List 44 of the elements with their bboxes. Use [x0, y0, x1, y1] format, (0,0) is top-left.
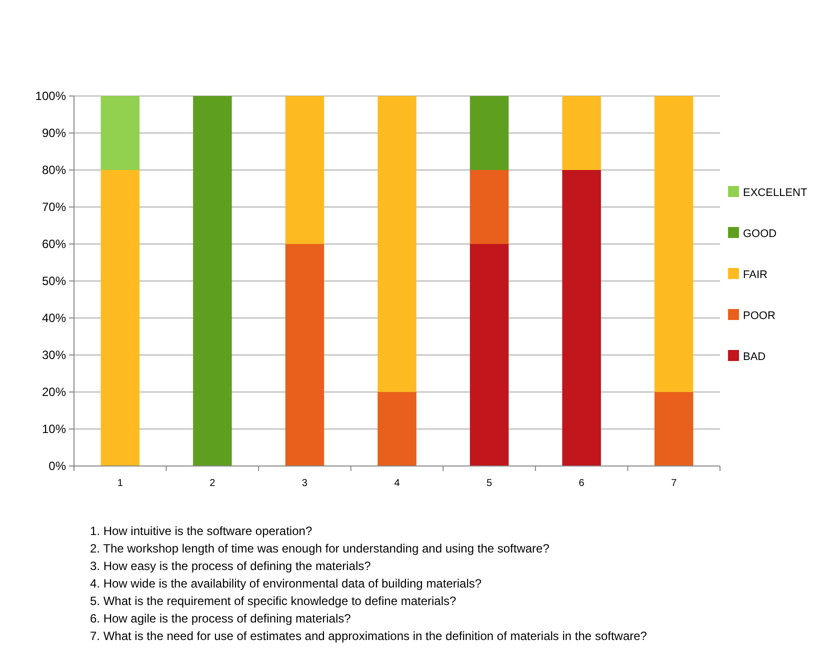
- bar: [562, 96, 601, 170]
- legend-label: FAIR: [743, 268, 768, 281]
- y-tick-label: 10%: [42, 422, 66, 436]
- x-tick-label: 5: [486, 478, 493, 489]
- text: 2. The workshop length of time was enough for understanding and using the software?: [90, 542, 550, 556]
- x-tick-label: 2: [210, 478, 216, 489]
- y-tick-label: 30%: [42, 348, 66, 362]
- y-tick-label: 80%: [42, 163, 66, 178]
- bar: [285, 96, 324, 244]
- bar: [100, 96, 140, 170]
- x-tick-label: 6: [578, 478, 585, 489]
- bar: [378, 392, 416, 466]
- text: 4. How wide is the availability of environmental data of building materials?: [90, 576, 482, 590]
- y-tick-label: 90%: [42, 126, 66, 140]
- y-tick-label: 60%: [42, 237, 66, 252]
- legend-label: BAD: [743, 350, 766, 363]
- x-tick-label: 4: [394, 478, 400, 489]
- bar: [470, 96, 509, 170]
- bar: [100, 170, 140, 466]
- bar: [562, 170, 601, 466]
- x-tick-label: 7: [671, 478, 678, 489]
- bar: [654, 96, 694, 392]
- legend-label: EXCELLENT: [743, 186, 808, 199]
- x-tick-label: 3: [302, 478, 308, 489]
- y-tick-label: 20%: [42, 385, 66, 400]
- y-tick-label: 40%: [42, 311, 66, 326]
- legend-label: GOOD: [743, 228, 777, 240]
- y-tick-label: 50%: [42, 274, 66, 288]
- bar: [654, 392, 694, 466]
- y-tick-label: 0%: [48, 459, 66, 474]
- bar: [378, 96, 416, 392]
- x-tick-label: 1: [117, 478, 124, 489]
- bar: [470, 244, 509, 466]
- bar: [285, 244, 324, 466]
- text: 1. How intuitive is the software operation?: [90, 524, 312, 538]
- text: 6. How agile is the process of defining materials?: [90, 612, 352, 626]
- bar: [193, 96, 232, 466]
- text: 5. What is the requirement of specific knowledge to define materials?: [90, 594, 457, 608]
- y-tick-label: 100%: [35, 89, 66, 104]
- text: 3. How easy is the process of defining the materials?: [90, 559, 372, 573]
- text: 7. What is the need for use of estimates and approximations in the definition of materials in the software?: [90, 629, 648, 643]
- y-tick-label: 70%: [42, 200, 66, 214]
- legend-label: POOR: [743, 310, 776, 322]
- bar: [470, 170, 509, 244]
